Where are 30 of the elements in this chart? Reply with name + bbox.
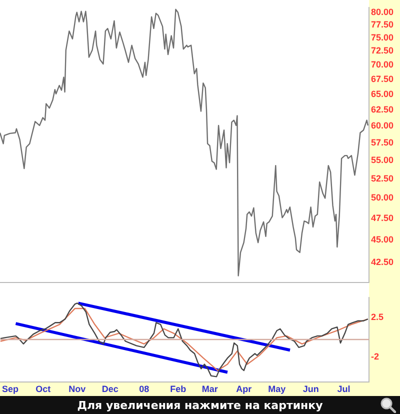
- y-tick-label: -2: [371, 352, 380, 362]
- y-tick-label: 65.00: [371, 88, 394, 99]
- y-tick-label: 62.50: [371, 104, 394, 114]
- x-tick-label: Dec: [102, 384, 118, 394]
- x-tick-label: Sep: [2, 384, 20, 394]
- x-tick-label: 08: [139, 384, 150, 394]
- text: Для увеличения нажмите на картинку: [77, 398, 323, 412]
- y-tick-label: 77.50: [371, 19, 394, 30]
- y-tick-label: 70.00: [371, 60, 394, 70]
- y-tick-label: 60.00: [371, 120, 394, 131]
- y-tick-label: 2.5: [371, 312, 384, 322]
- y-tick-label: 50.00: [371, 192, 394, 203]
- y-tick-label: 80.00: [371, 6, 394, 17]
- y-tick-label: 47.50: [371, 213, 394, 224]
- y-tick-label: 45.00: [371, 234, 394, 244]
- y-tick-label: 42.50: [371, 257, 394, 268]
- x-tick-label: May: [268, 384, 286, 394]
- x-tick-label: Feb: [170, 384, 187, 394]
- x-tick-label: Apr: [236, 384, 252, 394]
- x-tick-label: Mar: [202, 384, 218, 394]
- y-tick-label: 72.50: [371, 46, 394, 56]
- y-tick-label: 75.00: [371, 32, 394, 42]
- x-tick-label: Oct: [36, 384, 51, 394]
- y-tick-label: 52.50: [371, 173, 394, 184]
- y-tick-label: 57.50: [371, 137, 394, 148]
- x-tick-label: Jun: [302, 384, 319, 394]
- x-tick-label: Jul: [337, 384, 350, 394]
- x-tick-label: Nov: [68, 384, 86, 394]
- y-tick-label: 67.50: [371, 74, 394, 84]
- y-tick-label: 55.00: [371, 155, 394, 166]
